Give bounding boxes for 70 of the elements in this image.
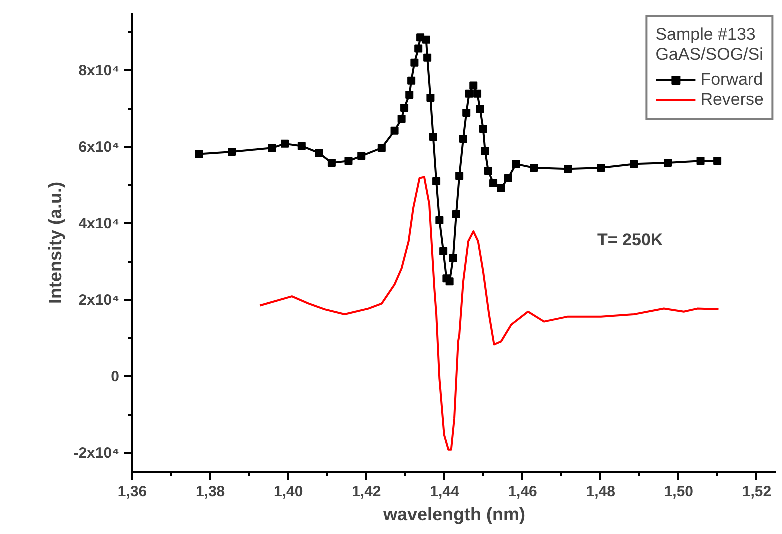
x-tick-label: 1,36: [118, 484, 148, 500]
point: [530, 164, 538, 172]
point: [504, 174, 512, 182]
point: [390, 126, 399, 135]
x-tick-label: 1,52: [742, 484, 772, 500]
point: [630, 160, 638, 168]
y-tick-label: 0: [111, 368, 120, 386]
legend-label: Forward: [700, 70, 764, 90]
x-tick-label: 1,46: [508, 484, 538, 500]
point: [422, 36, 430, 44]
point: [497, 184, 506, 192]
point: [664, 159, 672, 168]
point: [414, 44, 423, 53]
x-tick-label: 1,44: [430, 484, 460, 500]
point: [446, 278, 454, 286]
point: [474, 90, 482, 98]
point: [714, 157, 722, 166]
point: [398, 115, 406, 124]
point: [597, 164, 606, 172]
point: [298, 142, 306, 150]
x-tick-label: 1,42: [352, 484, 382, 500]
point: [490, 179, 498, 188]
point: [424, 54, 432, 62]
point: [436, 216, 444, 224]
legend-title: Sample #133 GaAS/SOG/Si: [656, 25, 764, 65]
point: [195, 150, 204, 158]
point: [429, 133, 438, 142]
point: [432, 177, 441, 186]
x-axis-title: wavelength (nm): [382, 504, 526, 524]
point: [452, 210, 460, 218]
point: [470, 82, 478, 90]
point: [462, 108, 471, 117]
point: [268, 144, 276, 152]
point: [465, 90, 474, 98]
x-tick-label: 1,38: [196, 484, 226, 500]
point: [459, 134, 468, 143]
point: [410, 58, 419, 67]
point: [476, 105, 484, 114]
point: [426, 94, 435, 102]
point: [228, 148, 236, 156]
y-axis-title: Intensity (a.u.): [46, 182, 66, 304]
x-tick-label: 1,40: [274, 484, 304, 500]
point: [328, 159, 336, 168]
y-tick-label: 2x10⁴: [78, 292, 120, 309]
y-tick-label: -2x10⁴: [74, 444, 120, 462]
point: [564, 165, 572, 174]
point: [408, 76, 416, 85]
point: [378, 144, 386, 152]
y-tick-label: 4x10⁴: [78, 215, 120, 232]
annotation: T= 250K: [598, 230, 664, 250]
point: [696, 157, 705, 166]
x-tick-label: 1,50: [664, 484, 694, 500]
point: [281, 140, 290, 148]
point: [479, 125, 488, 134]
point: [481, 147, 490, 156]
x-tick-label: 1,48: [586, 484, 616, 500]
point: [484, 167, 492, 176]
legend-label: Reverse: [700, 90, 764, 110]
point: [512, 160, 520, 168]
point: [400, 104, 409, 112]
point: [315, 149, 324, 158]
point: [449, 254, 458, 262]
y-tick-label: 8x10⁴: [78, 62, 120, 80]
point: [344, 157, 353, 166]
point: [358, 152, 366, 160]
y-tick-label: 6x10⁴: [78, 138, 120, 156]
point: [440, 247, 448, 256]
point: [456, 172, 464, 180]
point: [406, 90, 414, 99]
line-series: [259, 176, 720, 451]
